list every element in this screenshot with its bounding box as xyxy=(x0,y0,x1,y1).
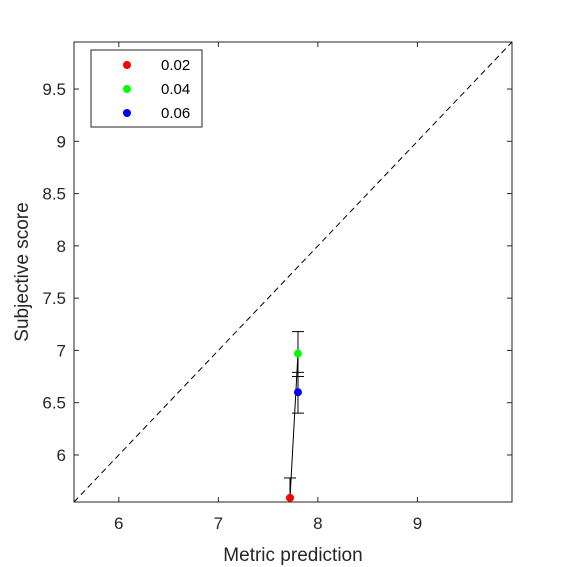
data-point-2 xyxy=(293,388,302,397)
y-tick-label-0: 6 xyxy=(57,446,66,465)
x-tick-label-1: 7 xyxy=(214,514,223,533)
legend-label-2: 0.06 xyxy=(161,105,190,122)
y-axis-label: Subjective score xyxy=(12,202,33,341)
y-tick-label-5: 8.5 xyxy=(42,185,66,204)
identity-line xyxy=(73,41,513,503)
y-tick-label-3: 7.5 xyxy=(42,289,66,308)
legend-box xyxy=(90,49,203,128)
x-axis-label: Metric prediction xyxy=(223,545,362,566)
x-tick-label-2: 8 xyxy=(313,514,322,533)
y-tick-label-1: 6.5 xyxy=(42,394,66,413)
data-point-0 xyxy=(286,493,295,502)
legend-marker-2 xyxy=(123,109,131,117)
y-tick-label-4: 8 xyxy=(57,237,66,256)
legend-marker-1 xyxy=(123,85,131,93)
legend-label-0: 0.02 xyxy=(161,57,190,74)
y-tick-label-2: 7 xyxy=(57,341,66,360)
legend: 0.02 0.04 0.06 xyxy=(90,49,203,128)
legend-marker-0 xyxy=(123,61,131,69)
x-tick-label-0: 6 xyxy=(114,514,123,533)
y-tick-label-7: 9.5 xyxy=(42,80,66,99)
y-tick-label-6: 9 xyxy=(57,132,66,151)
legend-label-1: 0.04 xyxy=(161,81,190,98)
x-tick-label-3: 9 xyxy=(413,514,422,533)
data-point-1 xyxy=(293,349,302,358)
plot-box xyxy=(73,41,513,503)
